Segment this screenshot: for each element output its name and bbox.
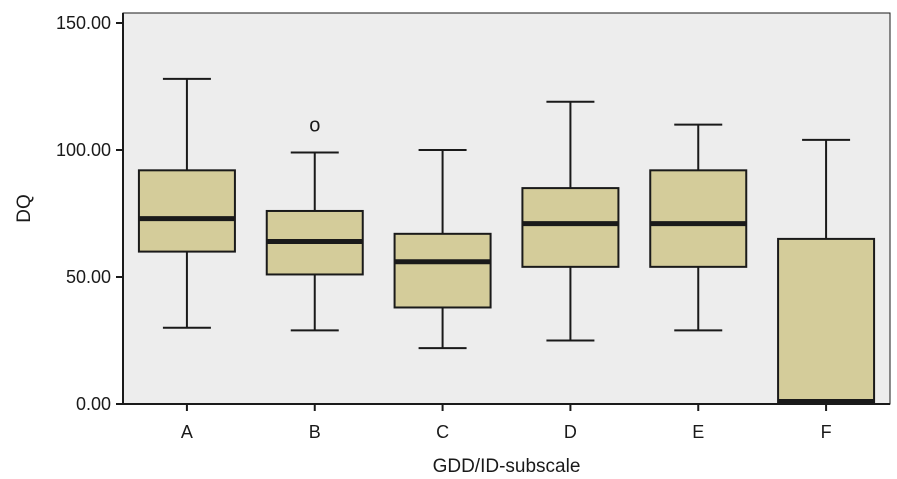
y-tick-label: 100.00 — [56, 140, 111, 160]
box-group-f — [777, 138, 876, 405]
boxes-layer: o — [137, 77, 876, 405]
iqr-box — [777, 237, 876, 405]
outlier-marker: o — [309, 115, 320, 137]
box-group-a — [137, 77, 236, 329]
y-tick-label: 50.00 — [66, 267, 111, 287]
y-axis-title: DQ — [14, 194, 35, 223]
box-group-b: o — [265, 115, 364, 332]
iqr-box — [649, 169, 748, 268]
x-axis-title: GDD/ID-subscale — [433, 456, 581, 477]
plot-area — [122, 12, 891, 405]
box-group-c — [393, 149, 492, 350]
iqr-box — [137, 169, 236, 253]
y-tick-label: 150.00 — [56, 13, 111, 33]
x-tick-label: F — [821, 422, 832, 442]
box-group-d — [521, 100, 620, 342]
x-tick-label: D — [564, 422, 577, 442]
axes-layer: 0.00 50.00 100.00 150.00 A B C D E F — [56, 13, 890, 442]
y-tick-label: 0.00 — [76, 394, 111, 414]
x-tick-label: E — [692, 422, 704, 442]
x-tick-label: B — [309, 422, 321, 442]
iqr-box — [393, 232, 492, 309]
x-tick-label: A — [181, 422, 193, 442]
box-group-e — [649, 123, 748, 332]
x-tick-label: C — [436, 422, 449, 442]
iqr-box — [521, 187, 620, 268]
